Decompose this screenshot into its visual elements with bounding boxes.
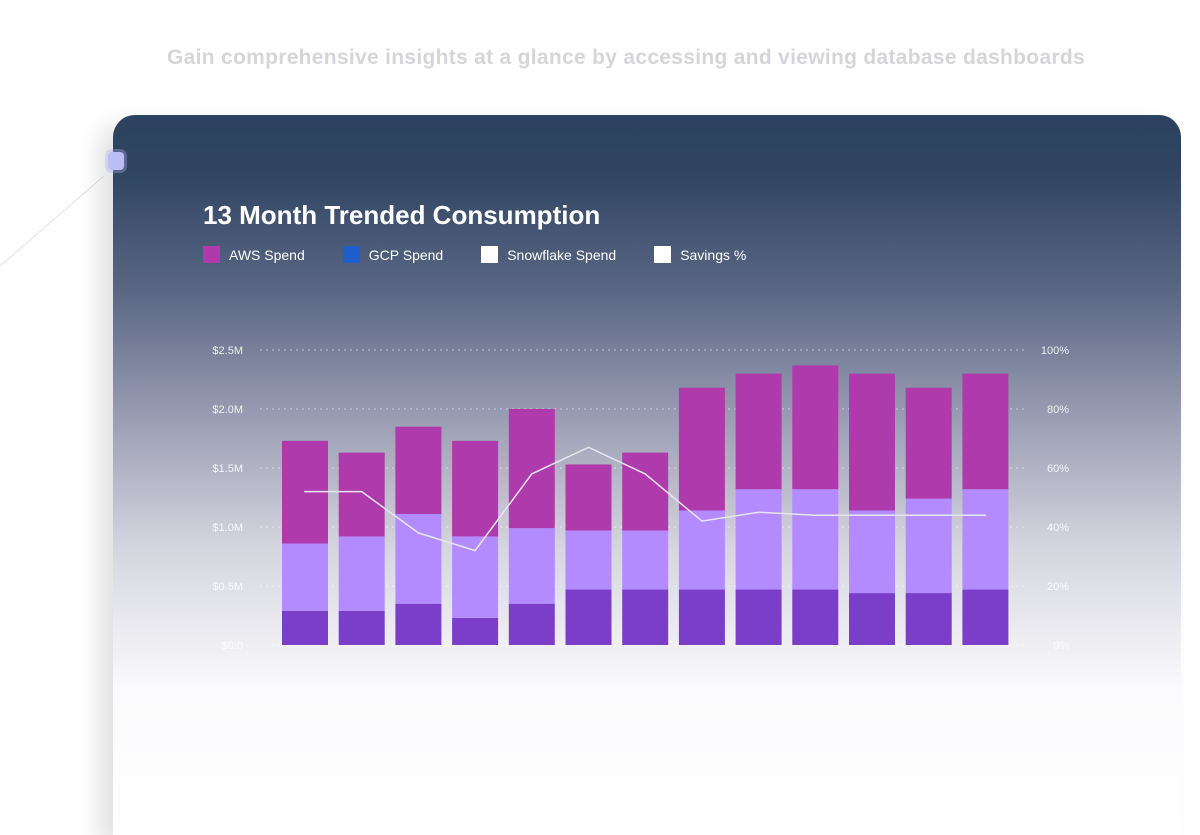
- y-right-tick-label: 80%: [1047, 404, 1069, 416]
- bar-segment: [452, 536, 499, 618]
- bar-segment: [678, 387, 725, 511]
- savings-point: [587, 446, 590, 449]
- legend-swatch: [342, 246, 360, 263]
- savings-point: [701, 520, 703, 522]
- y-left-tick-label: $2.0M: [212, 404, 243, 416]
- savings-point: [304, 490, 306, 493]
- bar-segment: [905, 593, 952, 645]
- bar-segment: [565, 464, 612, 531]
- chart-title: 13 Month Trended Consumption: [203, 200, 601, 230]
- y-right-tick-label: 100%: [1041, 345, 1069, 357]
- legend-label: Snowflake Spend: [507, 246, 617, 263]
- bar-segment: [508, 409, 555, 529]
- legend-item-snowflake[interactable]: Snowflake Spend: [481, 246, 616, 263]
- bar-segment: [338, 536, 385, 611]
- bar-segment: [338, 452, 385, 537]
- bar-segment: [452, 440, 499, 537]
- savings-point: [814, 514, 817, 516]
- bar-segment: [735, 373, 782, 490]
- bar-segment: [282, 610, 328, 645]
- bar-segment: [452, 617, 499, 645]
- y-left-tick-label: $0.0: [222, 640, 243, 652]
- bar-segment: [792, 365, 839, 490]
- bar-segment: [565, 530, 612, 590]
- bar-segment: [849, 593, 895, 645]
- bar-segment: [622, 452, 669, 531]
- legend-label: AWS Spend: [229, 246, 305, 263]
- savings-point: [644, 473, 646, 475]
- bar-segment: [622, 589, 669, 645]
- bar-segment: [395, 603, 442, 645]
- bar-segment: [282, 543, 328, 611]
- y-left-tick-label: $1.0M: [212, 522, 243, 534]
- savings-point: [984, 514, 987, 516]
- bar-segment: [962, 489, 1009, 590]
- savings-point: [871, 514, 873, 516]
- legend-swatch: [481, 246, 499, 263]
- connector-line: [0, 175, 105, 267]
- bar-segment: [962, 589, 1009, 645]
- y-left-tick-label: $0.5M: [212, 581, 243, 593]
- legend-label: GCP Spend: [368, 246, 444, 263]
- y-left-tick-label: $2.5M: [212, 345, 243, 357]
- bar-segment: [792, 489, 839, 590]
- savings-point: [927, 514, 930, 516]
- bar-segment: [678, 510, 725, 590]
- bar-segment: [508, 528, 555, 604]
- savings-point: [417, 532, 420, 534]
- y-left-tick-label: $1.5M: [212, 463, 243, 475]
- savings-point: [360, 490, 363, 493]
- bar-segment: [508, 603, 555, 645]
- bar-segment: [395, 514, 442, 604]
- legend-swatch: [203, 246, 220, 263]
- savings-point: [474, 549, 476, 552]
- bar-segment: [338, 610, 385, 645]
- bar-segment: [735, 589, 782, 645]
- tagline: Gain comprehensive insights at a glance …: [167, 46, 1085, 69]
- bar-segment: [395, 426, 442, 515]
- bar-segment: [962, 373, 1009, 490]
- savings-point: [531, 473, 533, 475]
- y-right-tick-label: 60%: [1047, 463, 1069, 475]
- legend-item-gcp[interactable]: GCP Spend: [342, 246, 444, 263]
- bar-segment: [735, 489, 782, 590]
- bar-segment: [849, 373, 895, 511]
- savings-point: [757, 511, 760, 514]
- legend-item-savings[interactable]: Savings %: [654, 246, 746, 263]
- drag-handle[interactable]: [108, 152, 124, 170]
- legend-item-aws[interactable]: AWS Spend: [203, 246, 305, 263]
- bar-segment: [565, 589, 612, 645]
- bar-segment: [905, 498, 952, 594]
- chart-legend: AWS Spend GCP Spend Snowflake Spend Savi…: [203, 246, 784, 263]
- bar-segment: [792, 589, 839, 645]
- y-right-tick-label: 40%: [1047, 522, 1069, 534]
- bar-segment: [849, 510, 895, 594]
- bar-segment: [622, 530, 669, 590]
- legend-swatch: [654, 246, 672, 263]
- legend-label: Savings %: [680, 246, 747, 263]
- bar-segment: [905, 387, 952, 499]
- bar-segment: [678, 589, 725, 645]
- y-right-tick-label: 20%: [1047, 581, 1069, 593]
- y-right-tick-label: 0%: [1053, 640, 1069, 652]
